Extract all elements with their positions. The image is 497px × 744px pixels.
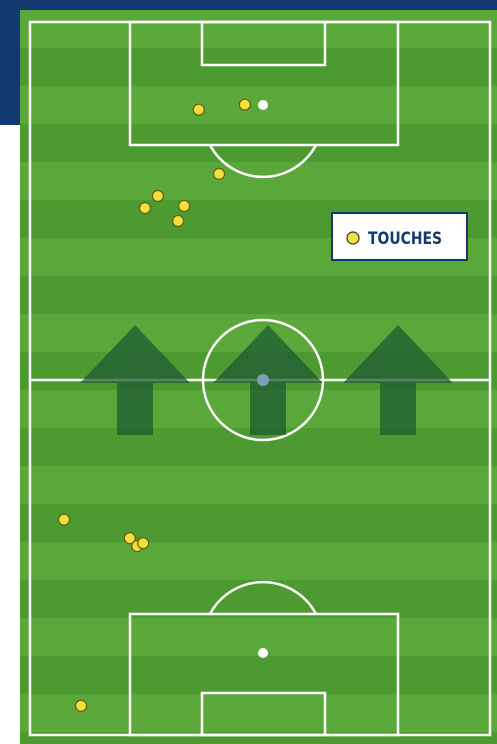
legend-label: TOUCHES xyxy=(368,229,442,249)
stripe xyxy=(20,580,497,618)
stripe xyxy=(20,276,497,314)
penalty-spot xyxy=(258,100,268,110)
touch-point xyxy=(173,215,184,226)
stripe xyxy=(20,504,497,542)
penalty-spot xyxy=(258,648,268,658)
touch-point xyxy=(59,514,70,525)
touch-point xyxy=(152,190,163,201)
touch-point xyxy=(76,700,87,711)
touch-point xyxy=(138,538,149,549)
touch-point xyxy=(179,200,190,211)
touch-point xyxy=(140,203,151,214)
stripe xyxy=(20,48,497,86)
touch-point xyxy=(239,99,250,110)
touch-point xyxy=(193,104,204,115)
stripe xyxy=(20,124,497,162)
legend-swatch xyxy=(347,232,359,244)
touch-point xyxy=(214,168,225,179)
chart: TOUCHES xyxy=(0,0,497,744)
stripe xyxy=(20,656,497,694)
center-spot xyxy=(257,374,269,386)
legend: TOUCHES xyxy=(332,213,467,260)
